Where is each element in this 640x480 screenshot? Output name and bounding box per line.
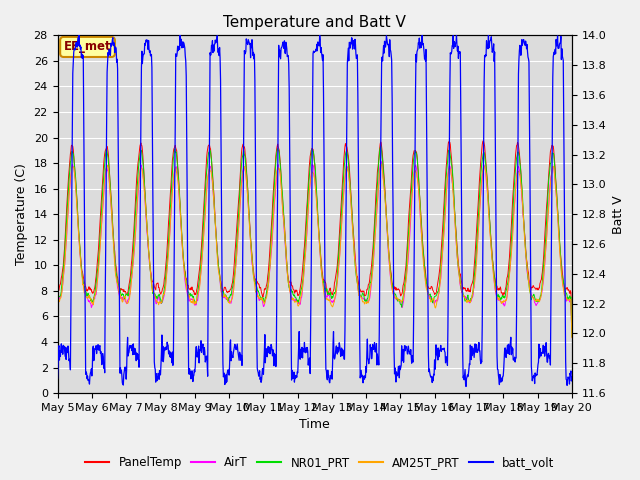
X-axis label: Time: Time xyxy=(300,419,330,432)
Legend: PanelTemp, AirT, NR01_PRT, AM25T_PRT, batt_volt: PanelTemp, AirT, NR01_PRT, AM25T_PRT, ba… xyxy=(81,452,559,474)
Y-axis label: Batt V: Batt V xyxy=(612,195,625,234)
Text: EE_met: EE_met xyxy=(64,40,111,53)
Y-axis label: Temperature (C): Temperature (C) xyxy=(15,163,28,265)
Title: Temperature and Batt V: Temperature and Batt V xyxy=(223,15,406,30)
